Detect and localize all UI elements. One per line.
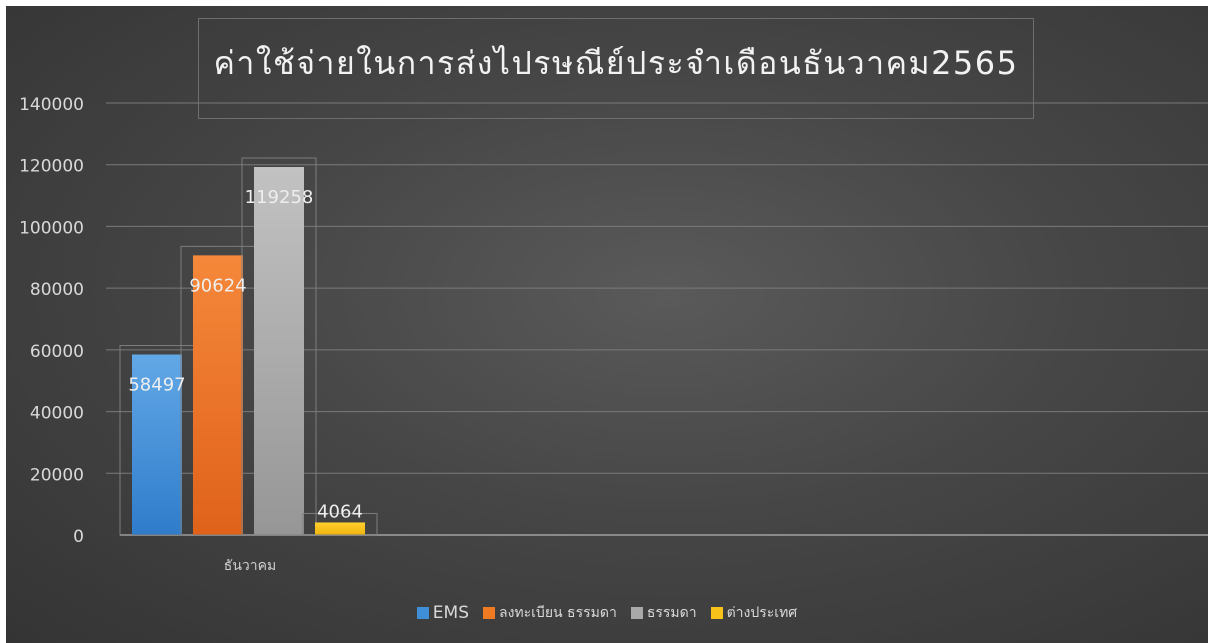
- legend-item: ธรรมดา: [630, 602, 697, 624]
- chart-area: 0 20000 40000 60000 80000 100000 120000 140000 …: [6, 6, 1208, 643]
- data-label: 119258: [245, 187, 314, 208]
- bar-1: [132, 354, 182, 535]
- legend-item: ต่างประเทศ: [710, 602, 798, 624]
- legend-swatch: [416, 607, 429, 619]
- legend-item: ลงทะเบียน ธรรมดา: [482, 602, 617, 624]
- data-label: 4064: [317, 501, 363, 522]
- bar-4: [315, 522, 365, 535]
- bar-2: [193, 255, 243, 535]
- y-tick-label: 140000: [19, 95, 84, 115]
- bar-outline-4: [302, 512, 378, 536]
- chart-title-box: [198, 18, 1034, 119]
- legend-label: ลงทะเบียน ธรรมดา: [498, 605, 617, 621]
- y-tick-label: 120000: [19, 157, 84, 177]
- y-tick-label: 0: [73, 527, 84, 547]
- chart-title: ค่าใช้จ่ายในการส่งไปรษณีย์ประจำเดือนธันว…: [213, 44, 1019, 82]
- data-label: 58497: [128, 374, 185, 395]
- legend-item: EMS: [416, 603, 469, 623]
- legend-swatch: [630, 607, 643, 619]
- legend-swatch: [710, 607, 723, 619]
- legend-swatch: [482, 607, 495, 619]
- legend-label: ต่างประเทศ: [726, 605, 798, 621]
- legend-label: EMS: [432, 603, 469, 623]
- legend-label: ธรรมดา: [646, 605, 697, 621]
- chart-legend: EMS ลงทะเบียน ธรรมดา ธรรมดา ต่างประเทศ: [6, 602, 1208, 624]
- bar-outline-3: [241, 157, 317, 536]
- y-tick-label: 100000: [19, 218, 84, 238]
- y-tick-label: 40000: [30, 404, 84, 424]
- bar-3: [254, 167, 304, 535]
- y-tick-label: 80000: [30, 280, 84, 300]
- y-tick-label: 20000: [30, 465, 84, 485]
- data-label: 90624: [189, 275, 246, 296]
- bar-chart: 020000400006000080000100000120000140000 …: [19, 95, 1208, 574]
- x-category-label: ธันวาคม: [224, 558, 276, 574]
- y-tick-label: 60000: [30, 342, 84, 362]
